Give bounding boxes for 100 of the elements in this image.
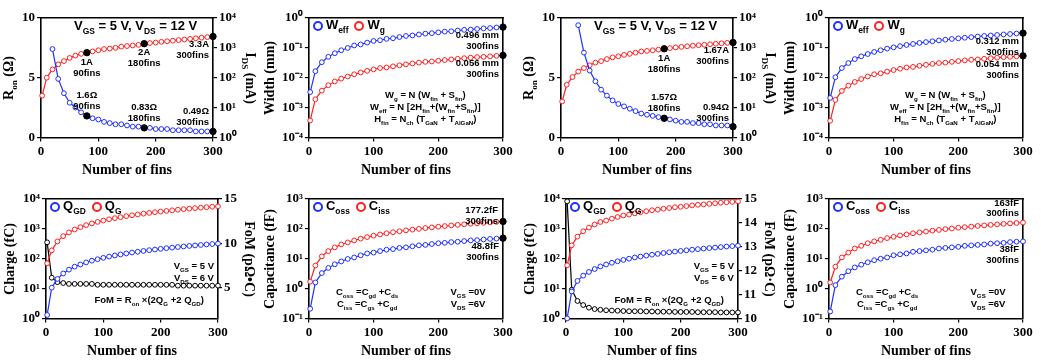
y2-tick-label: 10⁴ xyxy=(219,9,236,25)
x-tick-label: 300 xyxy=(1013,323,1033,339)
annotation: 2A 180fins xyxy=(127,46,161,69)
y2-tick-label: 5 xyxy=(224,278,231,294)
x-tick-label: 200 xyxy=(670,323,691,339)
y-tick-label: 10⁻³ xyxy=(281,98,303,114)
x-tick-label: 300 xyxy=(728,323,748,339)
x-tick-label: 100 xyxy=(93,323,114,339)
y-tick-label: 10¹ xyxy=(543,279,561,295)
y-tick-label: 0 xyxy=(28,128,35,144)
annotation: 1.67A 300fins xyxy=(696,43,729,67)
annotation: 0.94Ω 300fins xyxy=(696,100,729,124)
text: V$_{GS}$ = 5 V V$_{DS}$ = 6 V xyxy=(173,260,215,285)
y-axis-title: Capacitance (fF) xyxy=(782,208,798,309)
y-tick-label: 10 xyxy=(22,9,35,25)
x-tick-label: 100 xyxy=(613,323,634,339)
y-tick-label: 5 xyxy=(28,69,36,85)
y-tick-label: 10² xyxy=(805,220,823,236)
y-tick-label: 10⁰ xyxy=(22,309,40,325)
legend-label: C$_{iss}$ xyxy=(367,198,390,216)
x-axis-title: Number of fins xyxy=(880,162,971,178)
y2-tick-label: 10¹ xyxy=(739,98,756,114)
y2-tick-label: 10³ xyxy=(739,39,756,55)
legend-label: W$_{g}$ xyxy=(366,17,385,35)
text: W$_{g}$ = N (W$_{fin}$ + S$_{fin}$) W$_{eff}$ = N [2H$_{fin}$+(W$_{fin}$+S$_{fin}$)] H$_{fin}$ = N$_{ch}$ (T$_{GaN}$ + T$_{AlGaN}$) xyxy=(370,88,481,126)
x-axis-title: Number of fins xyxy=(360,162,451,178)
y2-axis-title: FoM (pΩ·C) xyxy=(761,221,777,297)
y-tick-label: 10³ xyxy=(543,220,561,236)
text: V$_{GS}$ =0V V$_{DS}$ =6V xyxy=(970,286,1006,312)
y-tick-label: 10⁻³ xyxy=(801,98,823,114)
y-axis-title: Width (mm) xyxy=(262,40,278,115)
y-tick-label: 10¹ xyxy=(805,250,823,266)
x-tick-label: 0 xyxy=(305,142,313,158)
y2-tick-label: 10² xyxy=(739,69,756,85)
annotation: 0.054 mm 300fins xyxy=(975,57,1019,81)
x-tick-label: 100 xyxy=(363,142,384,158)
x-axis-title: Number of fins xyxy=(602,162,692,178)
y2-tick-label: 10 xyxy=(224,234,237,250)
y-axis-title: Width (mm) xyxy=(782,40,798,115)
y2-tick-label: 10 xyxy=(744,309,757,325)
y2-tick-label: 10³ xyxy=(219,39,236,55)
y-tick-label: 10⁻¹ xyxy=(801,39,823,55)
x-tick-label: 100 xyxy=(883,323,904,339)
y2-axis-title: FoM (pΩ•C) xyxy=(241,220,257,297)
x-tick-label: 300 xyxy=(208,323,228,339)
x-tick-label: 200 xyxy=(428,323,449,339)
x-tick-label: 200 xyxy=(948,142,969,158)
y-tick-label: 10³ xyxy=(23,220,41,236)
y-tick-label: 10⁴ xyxy=(543,190,561,206)
annotation: 1.57Ω 180fins xyxy=(647,91,681,115)
annotation: 163fF 300fins xyxy=(986,196,1019,220)
y-tick-label: 10⁰ xyxy=(284,9,303,25)
text: C$_{oss}$ =C$_{gd}$ +C$_{ds}$ C$_{iss}$ =C$_{gs}$ +C$_{gd}$ xyxy=(855,286,919,312)
annotation: V$_{GS}$ = 5 V, V$_{DS}$ = 12 V xyxy=(73,18,198,37)
annotation: FoM = R$_{on}$ ×(2Q$_{G}$ +2 Q$_{GD}$) xyxy=(614,293,724,307)
y2-tick-label: 12 xyxy=(744,262,757,277)
y2-tick-label: 13 xyxy=(744,238,758,254)
x-axis-title: Number of fins xyxy=(607,343,697,359)
text: V$_{GS}$ =0V V$_{DS}$ =6V xyxy=(450,286,486,312)
annotation: 1A 90fins xyxy=(73,55,101,79)
y-tick-label: 10² xyxy=(285,220,303,236)
annotation: 0.312 mm 300fins xyxy=(975,35,1019,58)
y2-tick-label: 10⁴ xyxy=(739,9,756,25)
x-tick-label: 0 xyxy=(305,323,313,339)
x-axis-title: Number of fins xyxy=(82,162,172,178)
y-axis-title: Charge (fC) xyxy=(522,222,538,295)
y-axis-title: Charge (fC) xyxy=(2,222,18,295)
legend-label: C$_{oss}$ xyxy=(324,198,350,216)
legend-label: W$_{g}$ xyxy=(886,17,905,35)
annotation: V$_{GS}$ = 5 V, V$_{DS}$ = 12 V xyxy=(593,18,718,37)
text: V$_{GS}$ = 5 V V$_{DS}$ = 6 V xyxy=(693,260,735,285)
y2-tick-label: 15 xyxy=(224,190,238,206)
y-tick-label: 5 xyxy=(548,69,556,85)
x-tick-label: 200 xyxy=(145,142,166,158)
y-tick-label: 10³ xyxy=(805,190,823,206)
legend-label: W$_{eff}$ xyxy=(324,17,349,35)
y2-tick-label: 10¹ xyxy=(219,98,236,114)
x-tick-label: 100 xyxy=(363,323,384,339)
annotation: 1.6Ω 90fins xyxy=(73,89,101,112)
x-tick-label: 300 xyxy=(493,323,513,339)
y-tick-label: 10² xyxy=(543,250,561,266)
y2-tick-label: 10⁰ xyxy=(739,128,757,144)
x-tick-label: 300 xyxy=(203,142,223,158)
x-tick-label: 100 xyxy=(88,142,109,158)
y-tick-label: 10³ xyxy=(285,190,303,206)
y2-tick-label: 10⁰ xyxy=(219,128,237,144)
y-tick-label: 10⁻² xyxy=(281,69,303,85)
legend-label: C$_{iss}$ xyxy=(887,198,910,216)
text: C$_{oss}$ =C$_{gd}$ +C$_{ds}$ C$_{iss}$ =C$_{gs}$ +C$_{gd}$ xyxy=(335,286,399,312)
annotation: 0.056 mm 300fins xyxy=(455,57,499,81)
x-tick-label: 200 xyxy=(665,142,686,158)
annotation: 38fF 300fins xyxy=(986,243,1019,267)
y-axis-title: Capacitance (fF) xyxy=(262,208,278,309)
x-axis-title: Number of fins xyxy=(880,343,971,359)
annotation: FoM = R$_{on}$ ×(2Q$_{G}$ +2 Q$_{GD}$) xyxy=(94,293,204,307)
y2-tick-label: 11 xyxy=(744,285,757,301)
x-tick-label: 300 xyxy=(1013,142,1033,158)
y-tick-label: 10⁰ xyxy=(542,309,560,325)
x-tick-label: 100 xyxy=(883,142,904,158)
y2-tick-label: 14 xyxy=(744,214,758,230)
